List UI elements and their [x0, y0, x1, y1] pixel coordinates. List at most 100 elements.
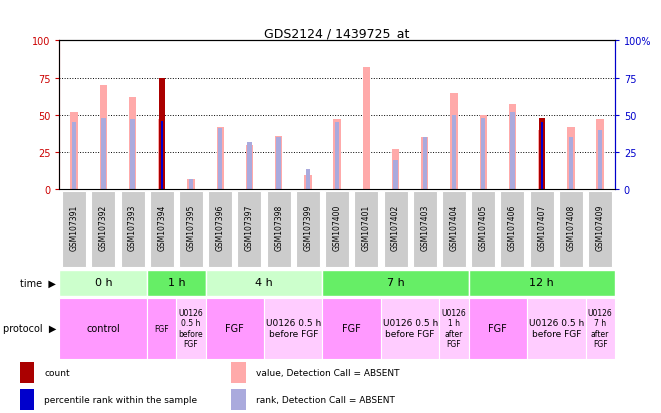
FancyBboxPatch shape [354, 192, 378, 267]
Bar [217, 128, 224, 190]
Bar [159, 78, 165, 190]
Text: GSM107395: GSM107395 [186, 204, 196, 251]
Text: FGF: FGF [225, 323, 244, 333]
Text: FGF: FGF [342, 323, 361, 333]
FancyBboxPatch shape [413, 192, 437, 267]
Text: protocol  ▶: protocol ▶ [3, 323, 56, 333]
FancyBboxPatch shape [147, 298, 176, 358]
FancyBboxPatch shape [381, 298, 440, 358]
FancyBboxPatch shape [586, 298, 615, 358]
FancyBboxPatch shape [529, 192, 554, 267]
FancyBboxPatch shape [179, 192, 203, 267]
Text: GSM107406: GSM107406 [508, 204, 517, 251]
FancyBboxPatch shape [266, 192, 291, 267]
Bar [246, 145, 253, 190]
Bar [539, 119, 545, 190]
Text: GSM107393: GSM107393 [128, 204, 137, 251]
FancyBboxPatch shape [527, 298, 586, 358]
FancyBboxPatch shape [440, 298, 469, 358]
Bar [363, 68, 370, 190]
FancyBboxPatch shape [59, 270, 147, 296]
Text: percentile rank within the sample: percentile rank within the sample [44, 395, 198, 404]
Bar [304, 175, 311, 190]
Bar [335, 123, 339, 190]
Text: rank, Detection Call = ABSENT: rank, Detection Call = ABSENT [256, 395, 395, 404]
Bar [101, 119, 106, 190]
Bar [450, 93, 457, 190]
Bar [187, 180, 194, 190]
FancyBboxPatch shape [206, 298, 264, 358]
FancyBboxPatch shape [442, 192, 466, 267]
Text: GSM107400: GSM107400 [332, 204, 342, 251]
Bar [333, 120, 341, 190]
Bar [218, 129, 222, 190]
Bar [452, 116, 456, 190]
Text: GSM107405: GSM107405 [479, 204, 488, 251]
Bar [161, 121, 163, 190]
Text: GSM107391: GSM107391 [69, 204, 79, 251]
Bar [421, 138, 428, 190]
Bar [538, 131, 545, 190]
FancyBboxPatch shape [62, 192, 86, 267]
Text: GSM107407: GSM107407 [537, 204, 546, 251]
FancyBboxPatch shape [208, 192, 232, 267]
Text: U0126
1 h
after
FGF: U0126 1 h after FGF [442, 308, 467, 349]
FancyBboxPatch shape [588, 192, 612, 267]
Text: GSM107397: GSM107397 [245, 204, 254, 251]
Bar [129, 98, 136, 190]
Bar [158, 120, 165, 190]
Bar [568, 138, 573, 190]
Bar [422, 138, 427, 190]
Bar [596, 120, 603, 190]
Text: GSM107399: GSM107399 [303, 204, 313, 251]
Text: GSM107396: GSM107396 [215, 204, 225, 251]
Bar [392, 150, 399, 190]
Text: control: control [87, 323, 120, 333]
Text: count: count [44, 368, 70, 377]
Text: GSM107401: GSM107401 [362, 204, 371, 251]
Text: GSM107403: GSM107403 [420, 204, 429, 251]
Text: GSM107404: GSM107404 [449, 204, 459, 251]
Bar [20, 362, 34, 383]
FancyBboxPatch shape [325, 192, 349, 267]
Bar [480, 116, 487, 190]
Text: GSM107398: GSM107398 [274, 204, 283, 251]
FancyBboxPatch shape [323, 298, 381, 358]
Bar [509, 105, 516, 190]
Text: FGF: FGF [155, 324, 169, 333]
Bar [393, 160, 398, 190]
Text: 12 h: 12 h [529, 278, 554, 287]
Bar [598, 131, 602, 190]
Bar [276, 138, 281, 190]
FancyBboxPatch shape [147, 270, 206, 296]
Text: 1 h: 1 h [168, 278, 185, 287]
Text: GSM107402: GSM107402 [391, 204, 400, 251]
Bar [130, 120, 135, 190]
Text: 4 h: 4 h [255, 278, 273, 287]
FancyBboxPatch shape [59, 298, 147, 358]
FancyBboxPatch shape [323, 270, 469, 296]
Bar [275, 136, 282, 190]
FancyBboxPatch shape [469, 298, 527, 358]
FancyBboxPatch shape [91, 192, 115, 267]
Bar [510, 113, 515, 190]
Text: U0126 0.5 h
before FGF: U0126 0.5 h before FGF [383, 319, 438, 338]
Bar [541, 123, 543, 190]
FancyBboxPatch shape [237, 192, 261, 267]
FancyBboxPatch shape [206, 270, 323, 296]
Bar [481, 119, 485, 190]
Bar [72, 123, 76, 190]
Text: 7 h: 7 h [387, 278, 405, 287]
Text: U0126 0.5 h
before FGF: U0126 0.5 h before FGF [266, 319, 321, 338]
Bar [189, 180, 193, 190]
FancyBboxPatch shape [176, 298, 206, 358]
FancyBboxPatch shape [296, 192, 320, 267]
FancyBboxPatch shape [500, 192, 524, 267]
Bar [247, 142, 252, 190]
Bar [71, 113, 78, 190]
Bar [231, 362, 246, 383]
Bar [567, 128, 574, 190]
FancyBboxPatch shape [471, 192, 495, 267]
FancyBboxPatch shape [559, 192, 583, 267]
Text: GSM107409: GSM107409 [596, 204, 605, 251]
